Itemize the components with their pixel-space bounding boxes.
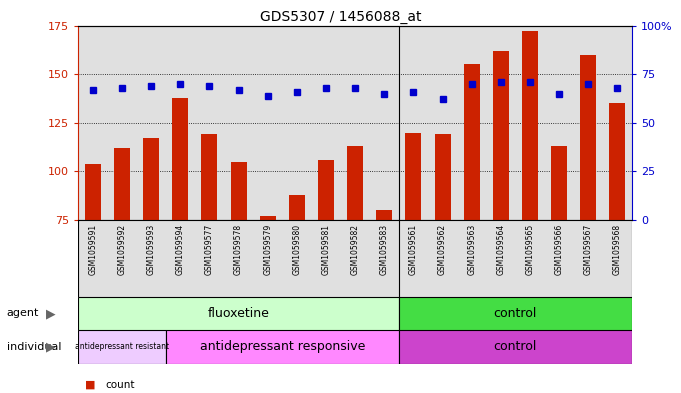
Bar: [318, 160, 334, 220]
Bar: [253, 26, 283, 220]
Text: GSM1059580: GSM1059580: [292, 224, 302, 275]
Bar: [486, 220, 516, 297]
Bar: [108, 220, 137, 297]
Text: GSM1059561: GSM1059561: [409, 224, 418, 275]
Bar: [405, 132, 422, 220]
Bar: [165, 220, 195, 297]
Bar: [603, 220, 632, 297]
Bar: [259, 216, 276, 220]
Text: antidepressant responsive: antidepressant responsive: [200, 340, 365, 353]
Text: GSM1059563: GSM1059563: [467, 224, 476, 275]
Bar: [311, 26, 340, 220]
Bar: [464, 64, 479, 220]
Text: individual: individual: [7, 342, 61, 352]
Text: GSM1059592: GSM1059592: [118, 224, 127, 275]
Text: fluoxetine: fluoxetine: [208, 307, 270, 320]
Bar: [603, 26, 632, 220]
Bar: [137, 26, 165, 220]
Bar: [551, 146, 567, 220]
Text: GSM1059579: GSM1059579: [264, 224, 272, 275]
Bar: [137, 220, 165, 297]
Text: GSM1059593: GSM1059593: [146, 224, 156, 275]
Bar: [493, 51, 509, 220]
Bar: [224, 220, 253, 297]
Bar: [399, 297, 632, 330]
Bar: [428, 26, 457, 220]
Bar: [340, 220, 370, 297]
Bar: [399, 220, 428, 297]
Bar: [340, 26, 370, 220]
Bar: [457, 220, 486, 297]
Bar: [516, 26, 545, 220]
Bar: [377, 210, 392, 220]
Bar: [486, 26, 516, 220]
Bar: [253, 220, 283, 297]
Text: ▶: ▶: [46, 307, 56, 320]
Bar: [224, 26, 253, 220]
Bar: [457, 26, 486, 220]
Text: GSM1059577: GSM1059577: [205, 224, 214, 275]
Bar: [399, 330, 632, 364]
Text: GSM1059594: GSM1059594: [176, 224, 185, 275]
Bar: [78, 297, 399, 330]
Text: GSM1059581: GSM1059581: [321, 224, 330, 275]
Bar: [143, 138, 159, 220]
Text: GSM1059591: GSM1059591: [89, 224, 97, 275]
Bar: [195, 220, 224, 297]
Bar: [545, 26, 573, 220]
Text: GSM1059565: GSM1059565: [526, 224, 535, 275]
Bar: [195, 26, 224, 220]
Bar: [609, 103, 625, 220]
Bar: [108, 26, 137, 220]
Bar: [428, 220, 457, 297]
Bar: [516, 220, 545, 297]
Bar: [85, 163, 101, 220]
Text: count: count: [106, 380, 135, 390]
Bar: [78, 220, 108, 297]
Text: ■: ■: [85, 380, 95, 390]
Bar: [573, 220, 603, 297]
Bar: [311, 220, 340, 297]
Bar: [165, 330, 399, 364]
Text: GSM1059567: GSM1059567: [584, 224, 592, 275]
Text: control: control: [494, 340, 537, 353]
Bar: [202, 134, 217, 220]
Bar: [370, 220, 399, 297]
Bar: [283, 220, 311, 297]
Text: GSM1059582: GSM1059582: [351, 224, 360, 275]
Bar: [399, 26, 428, 220]
Bar: [283, 26, 311, 220]
Text: agent: agent: [7, 309, 39, 318]
Bar: [522, 31, 538, 220]
Text: GSM1059568: GSM1059568: [613, 224, 622, 275]
Bar: [545, 220, 573, 297]
Bar: [573, 26, 603, 220]
Bar: [172, 97, 189, 220]
Text: antidepressant resistant: antidepressant resistant: [75, 342, 169, 351]
Bar: [231, 162, 247, 220]
Text: GDS5307 / 1456088_at: GDS5307 / 1456088_at: [259, 10, 422, 24]
Bar: [347, 146, 363, 220]
Bar: [434, 134, 451, 220]
Text: GSM1059562: GSM1059562: [438, 224, 447, 275]
Bar: [289, 195, 305, 220]
Text: GSM1059578: GSM1059578: [234, 224, 243, 275]
Bar: [370, 26, 399, 220]
Text: GSM1059566: GSM1059566: [554, 224, 564, 275]
Bar: [78, 26, 108, 220]
Text: control: control: [494, 307, 537, 320]
Bar: [78, 330, 165, 364]
Bar: [165, 26, 195, 220]
Text: GSM1059564: GSM1059564: [496, 224, 505, 275]
Bar: [580, 55, 597, 220]
Text: GSM1059583: GSM1059583: [380, 224, 389, 275]
Text: ▶: ▶: [46, 340, 56, 353]
Bar: [114, 148, 130, 220]
